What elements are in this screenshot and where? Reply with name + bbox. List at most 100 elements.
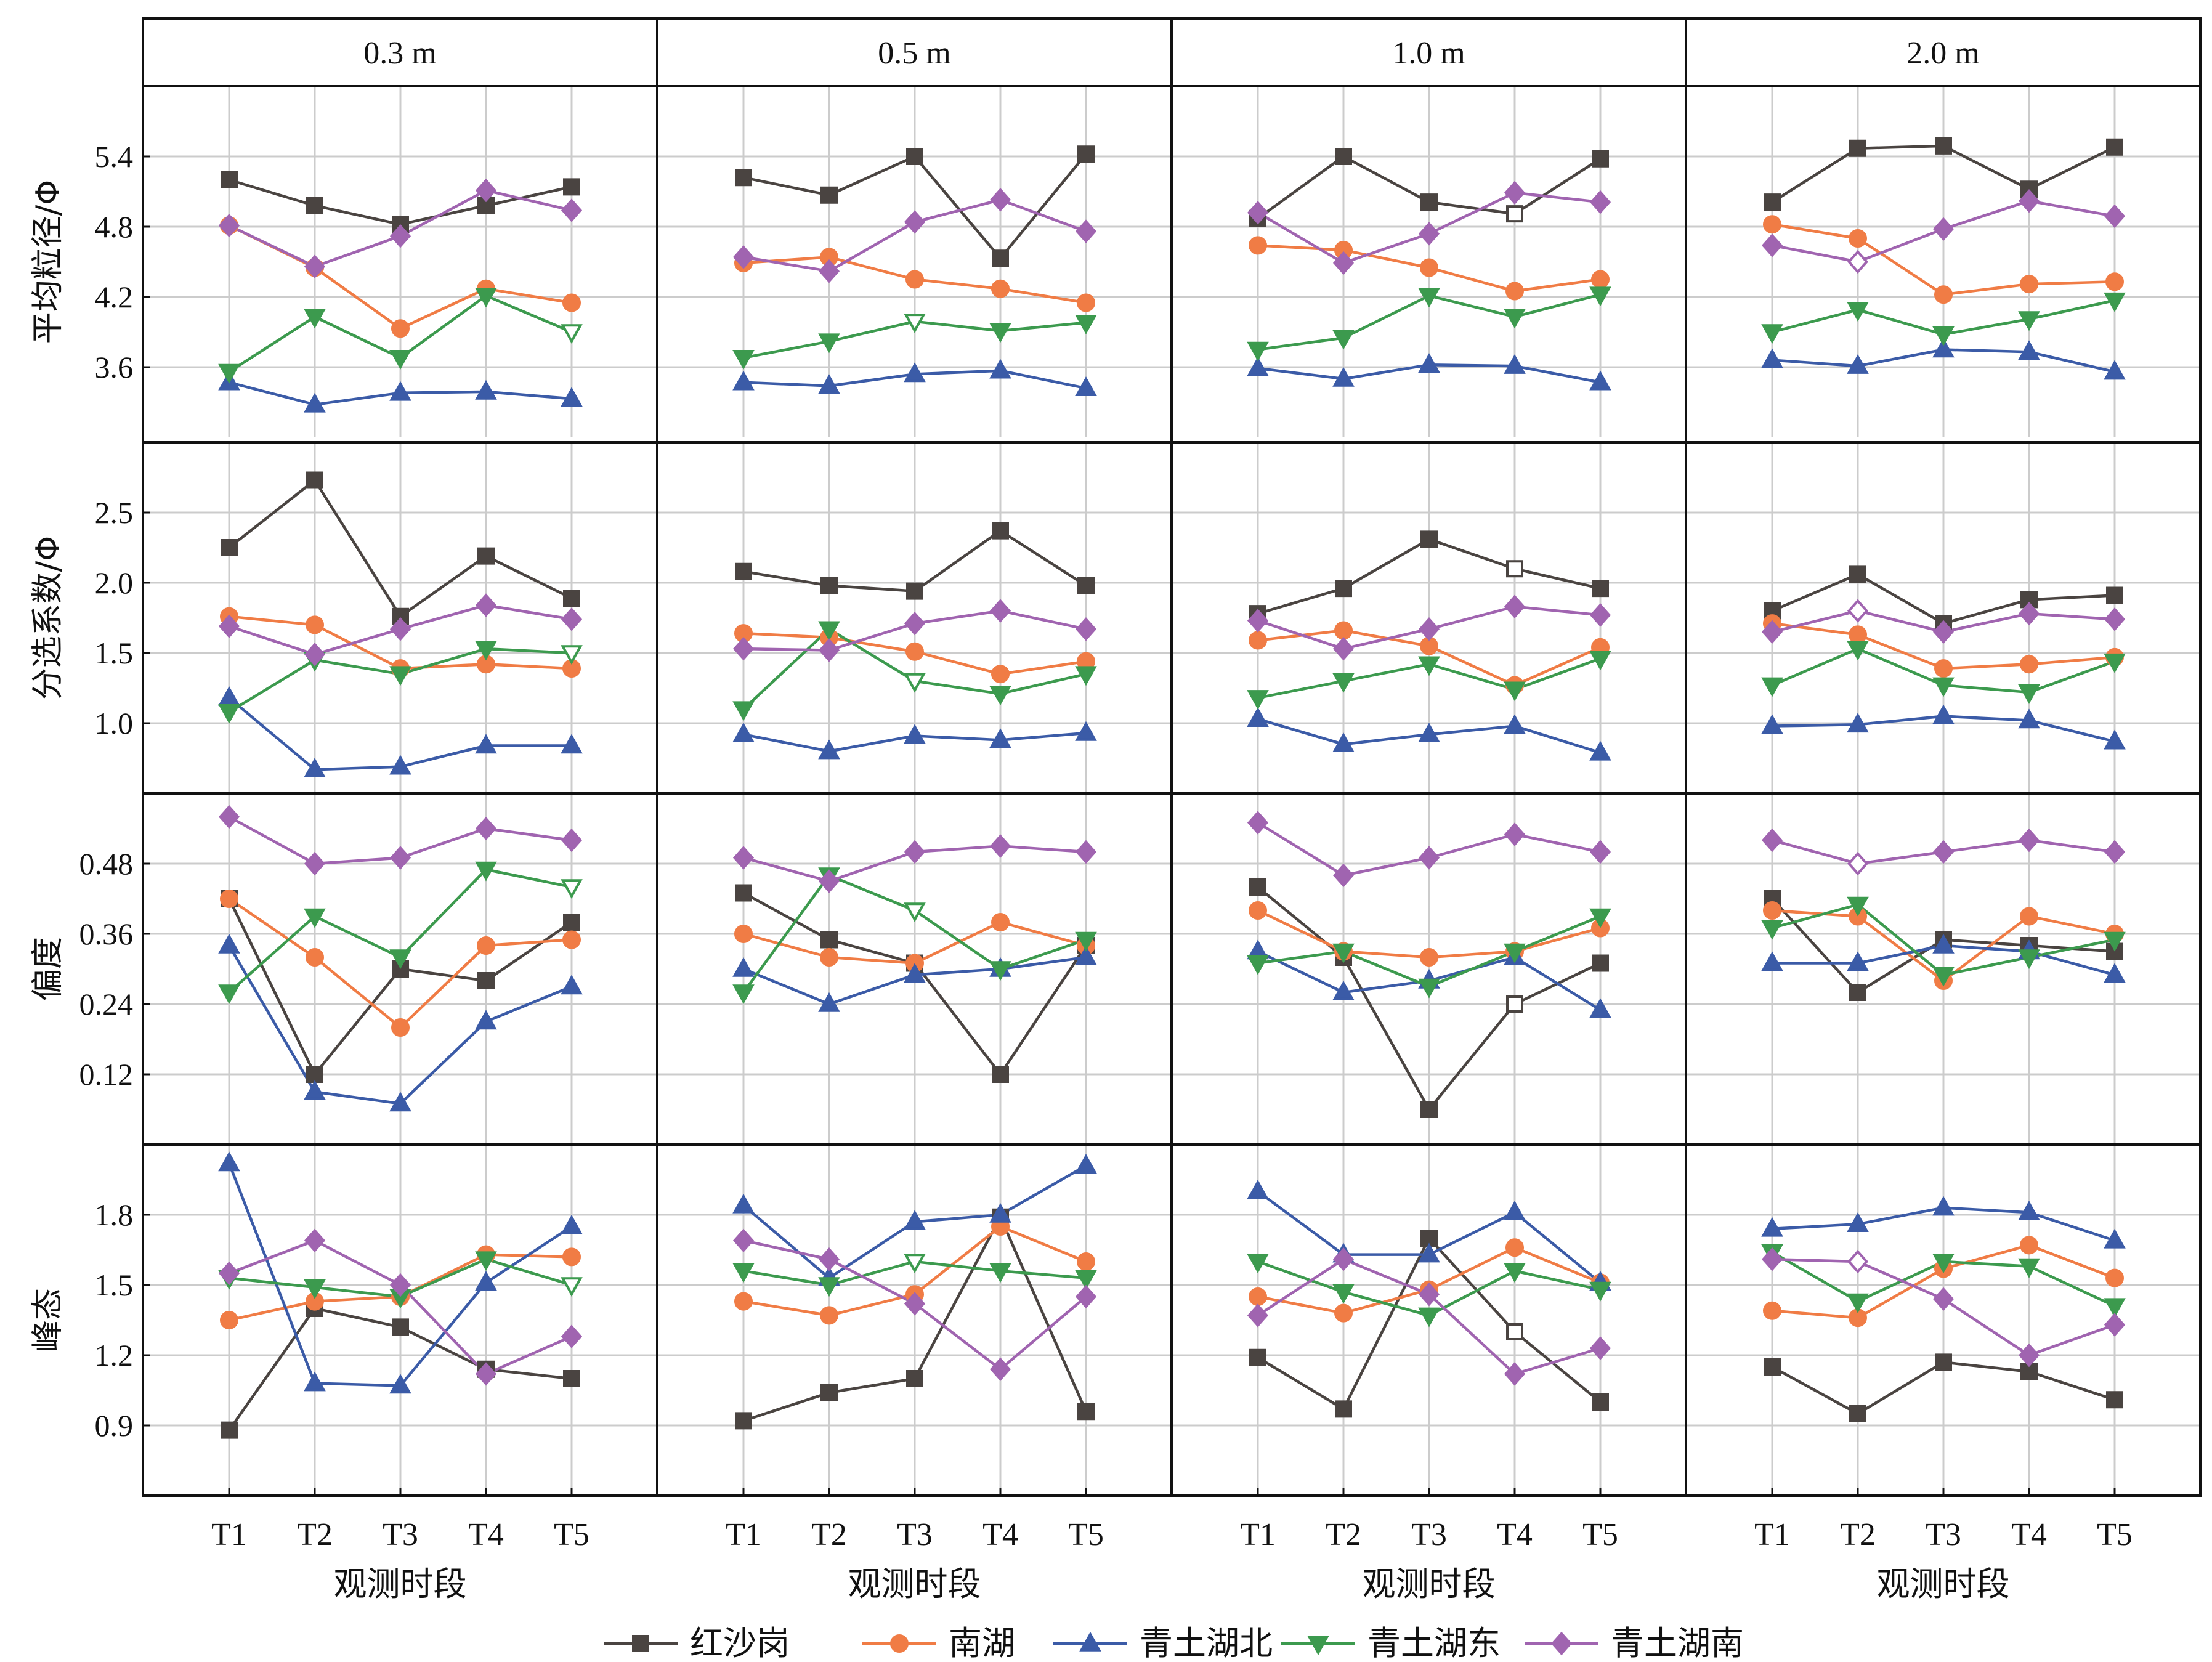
data-point-南湖-T3: [1934, 659, 1953, 678]
data-point-青土湖北-T3: [904, 1210, 926, 1230]
data-point-青土湖东-T1: [218, 363, 240, 384]
data-point-青土湖北-T4: [475, 1271, 497, 1291]
data-point-南湖-T5: [1077, 1252, 1095, 1271]
data-point-红沙岗-T4: [1506, 995, 1523, 1013]
data-point-青土湖东-T1: [218, 703, 240, 724]
data-point-青土湖东-T2: [304, 309, 326, 329]
data-point-青土湖北-T5: [1589, 998, 1611, 1018]
data-point-青土湖北-T2: [1847, 354, 1869, 374]
data-point-红沙岗-T5: [1077, 1403, 1095, 1421]
data-point-红沙岗-T3: [1935, 137, 1952, 155]
data-point-青土湖东-T2: [1332, 673, 1355, 693]
legend-marker: [1079, 1631, 1101, 1652]
data-point-南湖-T2: [306, 948, 324, 967]
data-point-红沙岗-T2: [306, 197, 323, 214]
y-tick-label: 0.36: [79, 917, 134, 951]
data-point-南湖-T2: [820, 948, 838, 967]
data-point-青土湖南-T4: [475, 178, 497, 203]
data-point-青土湖南-T4: [989, 1357, 1011, 1382]
data-point-南湖-T4: [2020, 907, 2038, 926]
data-point-红沙岗-T1: [735, 169, 752, 187]
data-point-青土湖南-T3: [1932, 217, 1955, 241]
data-point-青土湖南-T1: [1247, 811, 1269, 835]
data-point-南湖-T4: [477, 936, 495, 955]
data-point-青土湖北-T2: [1332, 732, 1355, 752]
data-point-青土湖南-T5: [1075, 1284, 1097, 1309]
x-axis-label: 观测时段: [1363, 1565, 1496, 1603]
data-point-青土湖东-T4: [989, 323, 1011, 343]
data-point-青土湖北-T4: [2018, 1201, 2040, 1220]
data-point-青土湖东-T5: [1075, 1270, 1097, 1290]
data-point-南湖-T1: [220, 1311, 238, 1329]
y-axis-label: 峰态: [30, 1288, 67, 1352]
data-point-南湖-T3: [1934, 285, 1953, 304]
data-point-南湖-T1: [734, 1292, 753, 1311]
data-point-青土湖南-T4: [1504, 180, 1526, 205]
data-point-南湖-T4: [991, 665, 1010, 684]
legend-item-青土湖东: 青土湖东: [1281, 1624, 1501, 1662]
data-point-青土湖东-T3: [1932, 326, 1955, 346]
data-point-青土湖北-T3: [1932, 704, 1955, 724]
data-point-青土湖南-T4: [475, 1362, 497, 1386]
data-point-青土湖北-T1: [1761, 1217, 1783, 1237]
y-axis-label: 分选系数/Φ: [30, 536, 67, 700]
y-tick-label: 5.4: [95, 139, 134, 174]
x-tick-label: T5: [554, 1517, 589, 1552]
data-point-青土湖东-T2: [1847, 641, 1869, 661]
data-point-南湖-T4: [2020, 275, 2038, 294]
data-point-南湖-T5: [562, 1247, 581, 1267]
data-point-红沙岗-T4: [477, 972, 495, 989]
data-point-青土湖南-T2: [818, 638, 840, 662]
data-point-南湖-T1: [1763, 901, 1781, 920]
data-point-青土湖东-T5: [561, 1277, 583, 1297]
data-point-青土湖北-T4: [1504, 714, 1526, 734]
data-point-青土湖北-T1: [218, 1151, 240, 1172]
data-point-青土湖东-T4: [2018, 311, 2040, 331]
data-point-青土湖北-T3: [904, 724, 926, 744]
data-point-青土湖南-T2: [1332, 251, 1355, 275]
data-point-青土湖南-T4: [989, 834, 1011, 858]
data-point-青土湖东-T5: [1589, 651, 1611, 671]
x-tick-label: T3: [1411, 1517, 1447, 1552]
data-point-青土湖东-T4: [989, 686, 1011, 706]
data-point-青土湖南-T2: [1332, 636, 1355, 661]
data-point-红沙岗-T2: [820, 1384, 838, 1401]
data-point-青土湖北-T2: [1847, 951, 1869, 971]
data-point-青土湖北-T3: [1418, 1242, 1440, 1263]
data-point-青土湖北-T5: [1075, 376, 1097, 396]
data-point-青土湖南-T3: [904, 840, 926, 864]
data-point-南湖-T3: [391, 1018, 410, 1037]
data-point-青土湖北-T3: [1932, 933, 1955, 954]
data-point-青土湖东-T3: [1418, 978, 1440, 999]
data-point-红沙岗-T2: [1849, 565, 1866, 583]
data-point-红沙岗-T2: [1335, 148, 1352, 165]
data-point-南湖-T1: [1249, 236, 1267, 255]
data-point-南湖-T5: [2105, 272, 2124, 291]
data-point-青土湖北-T1: [1761, 714, 1783, 734]
data-point-青土湖南-T1: [218, 805, 240, 829]
data-point-青土湖南-T3: [904, 611, 926, 636]
data-point-红沙岗-T3: [906, 582, 923, 600]
data-point-青土湖南-T2: [1847, 851, 1869, 876]
data-point-南湖-T4: [2020, 1236, 2038, 1255]
data-point-青土湖北-T5: [561, 975, 583, 995]
data-point-青土湖南-T4: [475, 816, 497, 841]
data-point-青土湖东-T3: [1932, 967, 1955, 987]
column-header: 2.0 m: [1906, 36, 1979, 71]
data-point-红沙岗-T2: [1849, 1405, 1866, 1422]
data-point-红沙岗-T4: [2020, 591, 2038, 609]
data-point-青土湖东-T5: [1075, 315, 1097, 334]
data-point-红沙岗-T2: [1849, 984, 1866, 1001]
data-point-青土湖东-T3: [1932, 677, 1955, 697]
data-point-青土湖北-T3: [1932, 338, 1955, 358]
y-tick-label: 0.24: [79, 987, 134, 1021]
data-point-青土湖南-T4: [2018, 601, 2040, 626]
data-point-青土湖南-T4: [1504, 594, 1526, 618]
legend-marker: [890, 1634, 909, 1653]
data-point-青土湖南-T3: [1418, 617, 1440, 641]
data-point-青土湖东-T2: [1332, 943, 1355, 963]
column-header: 0.5 m: [878, 36, 950, 71]
x-tick-label: T4: [1497, 1517, 1533, 1552]
data-point-红沙岗-T5: [2106, 138, 2123, 156]
